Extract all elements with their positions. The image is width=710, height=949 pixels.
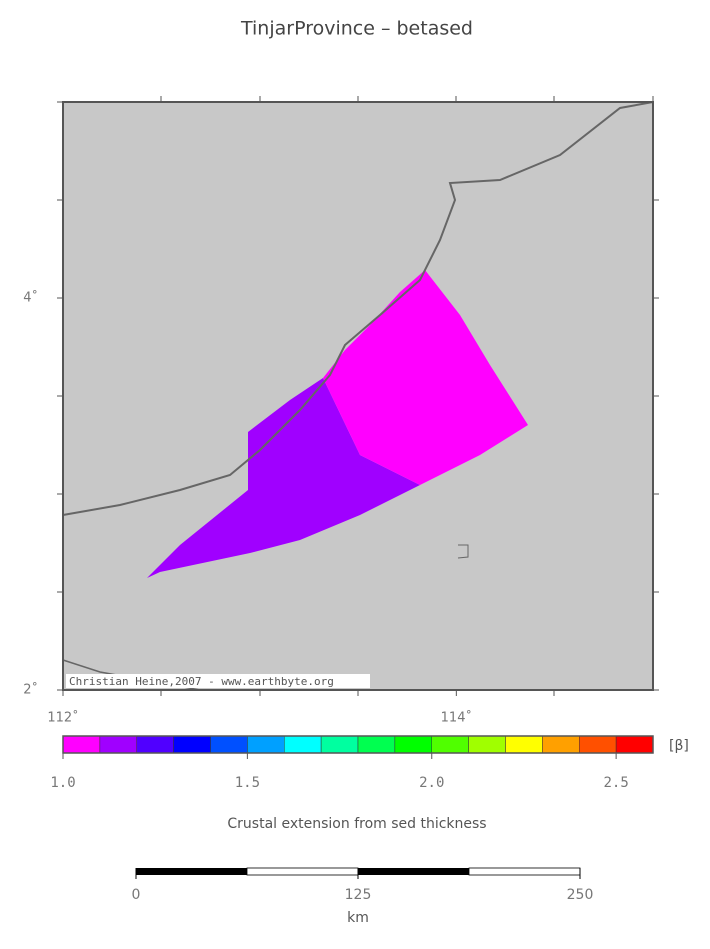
color-segment bbox=[173, 735, 211, 754]
color-segment bbox=[320, 735, 359, 754]
scalebar-segment bbox=[358, 868, 469, 875]
x-tick-label: 114˚ bbox=[441, 710, 472, 726]
color-segment bbox=[357, 735, 396, 754]
color-segment bbox=[284, 735, 322, 754]
scalebar-segment bbox=[136, 868, 247, 875]
color-segment bbox=[210, 735, 248, 754]
minor-ticks bbox=[57, 96, 659, 696]
color-segment bbox=[468, 735, 506, 754]
color-segment bbox=[62, 735, 101, 754]
y-tick-label: 2˚ bbox=[23, 682, 38, 698]
coastline bbox=[62, 101, 654, 516]
scalebar-segment bbox=[246, 867, 359, 876]
beta-region bbox=[323, 270, 528, 485]
scalebar-unit: km bbox=[347, 910, 369, 926]
color-segment bbox=[615, 735, 654, 754]
credit-box bbox=[66, 674, 370, 688]
color-segment bbox=[394, 735, 432, 754]
credit: Christian Heine,2007 - www.earthbyte.org bbox=[69, 675, 334, 688]
colorbar-tick-label: 2.5 bbox=[603, 775, 628, 791]
scalebar-tick-label: 250 bbox=[567, 887, 594, 903]
beta-region bbox=[147, 378, 420, 578]
y-tick-label: 4˚ bbox=[23, 290, 38, 306]
colorbar-tick-label: 2.0 bbox=[419, 775, 444, 791]
scalebar-tick-label: 0 bbox=[132, 887, 141, 903]
colorbar-caption: Crustal extension from sed thickness bbox=[227, 816, 486, 832]
color-segment bbox=[99, 735, 137, 754]
color-segment bbox=[136, 735, 174, 754]
colorbar-tick-label: 1.5 bbox=[235, 775, 260, 791]
color-segment bbox=[579, 735, 617, 754]
color-segment bbox=[542, 735, 580, 754]
colorbar-frame bbox=[62, 735, 654, 754]
color-segment bbox=[505, 735, 543, 754]
colorbar-tick-label: 1.0 bbox=[50, 775, 75, 791]
title: TinjarProvince – betased bbox=[240, 18, 473, 40]
color-segment bbox=[431, 735, 469, 754]
scalebar-segment bbox=[468, 867, 581, 876]
colorbar-unit: [β] bbox=[669, 738, 689, 754]
color-segment bbox=[247, 735, 285, 754]
x-tick-label: 112˚ bbox=[47, 710, 78, 726]
coastline bbox=[457, 544, 469, 559]
scalebar-tick-label: 125 bbox=[345, 887, 372, 903]
